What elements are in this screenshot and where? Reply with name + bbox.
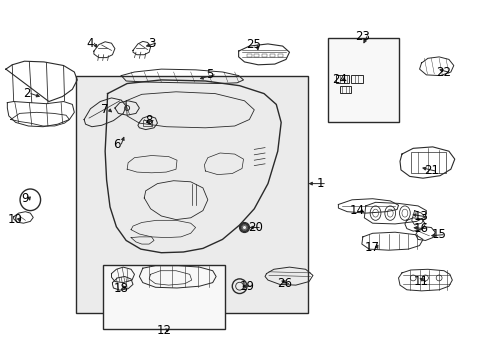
Text: 16: 16 — [413, 222, 428, 235]
Bar — [410, 152, 445, 173]
Text: 22: 22 — [436, 66, 450, 78]
Text: 17: 17 — [365, 241, 379, 254]
Bar — [102, 265, 224, 329]
Text: 2: 2 — [23, 87, 31, 100]
Text: 10: 10 — [7, 213, 22, 226]
Text: 1: 1 — [316, 177, 324, 190]
Text: 7: 7 — [101, 103, 109, 116]
Text: 6: 6 — [113, 138, 121, 150]
Bar — [261, 54, 266, 57]
Text: 18: 18 — [114, 282, 128, 294]
Text: 13: 13 — [413, 210, 428, 223]
Bar — [142, 120, 151, 126]
Text: 25: 25 — [245, 39, 260, 51]
Text: 12: 12 — [156, 324, 171, 337]
Bar — [269, 54, 274, 57]
Bar — [277, 54, 282, 57]
Bar — [339, 86, 350, 93]
Text: 9: 9 — [21, 192, 29, 205]
Text: 24: 24 — [332, 73, 346, 86]
Text: 5: 5 — [206, 68, 214, 81]
Text: 14: 14 — [349, 204, 364, 217]
Text: 15: 15 — [431, 228, 446, 241]
Text: 26: 26 — [277, 277, 291, 290]
Bar — [254, 54, 259, 57]
Text: 3: 3 — [147, 37, 155, 50]
Text: 23: 23 — [355, 30, 369, 43]
Bar — [336, 75, 348, 83]
Text: 20: 20 — [247, 221, 262, 234]
Bar — [76, 76, 307, 313]
Text: 8: 8 — [145, 114, 153, 127]
Bar — [246, 54, 251, 57]
Text: 19: 19 — [239, 280, 254, 293]
Bar — [350, 75, 363, 83]
Text: 21: 21 — [423, 165, 438, 177]
Text: 4: 4 — [86, 37, 94, 50]
Bar — [327, 38, 398, 122]
Text: 11: 11 — [413, 275, 428, 288]
